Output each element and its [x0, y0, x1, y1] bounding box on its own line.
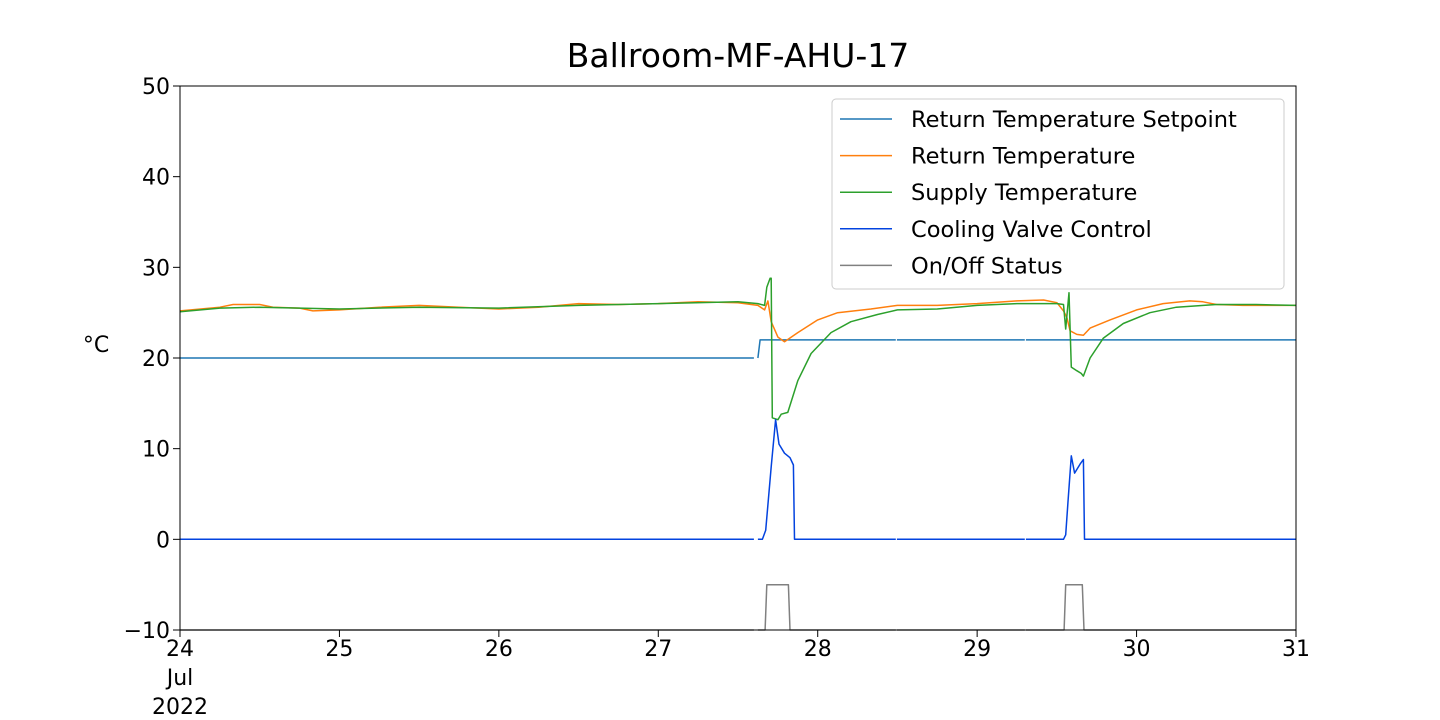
x-tick-label-line: 28 [804, 637, 832, 662]
x-tick-label-line: 27 [644, 637, 672, 662]
legend-entries: Return Temperature Setpoint Return Temper… [840, 107, 1237, 279]
x-tick-label-line: 24 [166, 637, 194, 662]
y-tick-label: 10 [142, 438, 170, 463]
y-axis-ticks: −10 0 10 20 30 40 50 [124, 75, 180, 644]
y-tick-label: 30 [142, 256, 170, 281]
series-line-cooling-valve-control-segment-2 [757, 418, 896, 541]
series-line-cooling-valve-control-segment-4 [1025, 455, 1296, 541]
x-tick-label-line: 31 [1282, 637, 1310, 662]
y-tick-label: 50 [142, 75, 170, 100]
legend: Return Temperature Setpoint Return Temper… [831, 98, 1285, 290]
legend-label-return-temperature-setpoint: Return Temperature Setpoint [911, 107, 1237, 133]
x-tick-label-line: 2022 [152, 695, 208, 720]
x-tick-label-line: 29 [963, 637, 991, 662]
x-tick-label: 27 [644, 637, 672, 662]
y-tick-label: 40 [142, 166, 170, 191]
x-tick-label: 29 [963, 637, 991, 662]
legend-label-cooling-valve-control: Cooling Valve Control [911, 217, 1152, 243]
legend-label-on-off-status: On/Off Status [911, 253, 1063, 279]
x-tick-label: 24 Jul 2022 [152, 637, 208, 720]
x-tick-label-line: Jul [165, 666, 194, 691]
y-tick-label: 0 [156, 528, 170, 553]
legend-box [831, 98, 1285, 290]
y-axis-label: °C [83, 333, 109, 358]
x-tick-label: 31 [1282, 637, 1310, 662]
y-tick-label: −10 [124, 619, 170, 644]
legend-label-supply-temperature: Supply Temperature [911, 180, 1137, 206]
x-axis-ticks: 24 Jul 2022 25 26 27 28 29 30 31 [152, 630, 1310, 720]
legend-label-return-temperature: Return Temperature [911, 144, 1135, 170]
series-line-return-temperature-setpoint-segment-2 [757, 339, 896, 359]
series-line-supply-temperature-segment-1 [180, 277, 1296, 421]
x-tick-label: 30 [1123, 637, 1151, 662]
x-tick-label-line: 26 [485, 637, 513, 662]
x-tick-label-line: 25 [325, 637, 353, 662]
chart-title: Ballroom-MF-AHU-17 [567, 36, 910, 75]
x-tick-label: 28 [804, 637, 832, 662]
x-tick-label: 26 [485, 637, 513, 662]
x-tick-label: 25 [325, 637, 353, 662]
x-tick-label-line: 30 [1123, 637, 1151, 662]
y-tick-label: 20 [142, 347, 170, 372]
